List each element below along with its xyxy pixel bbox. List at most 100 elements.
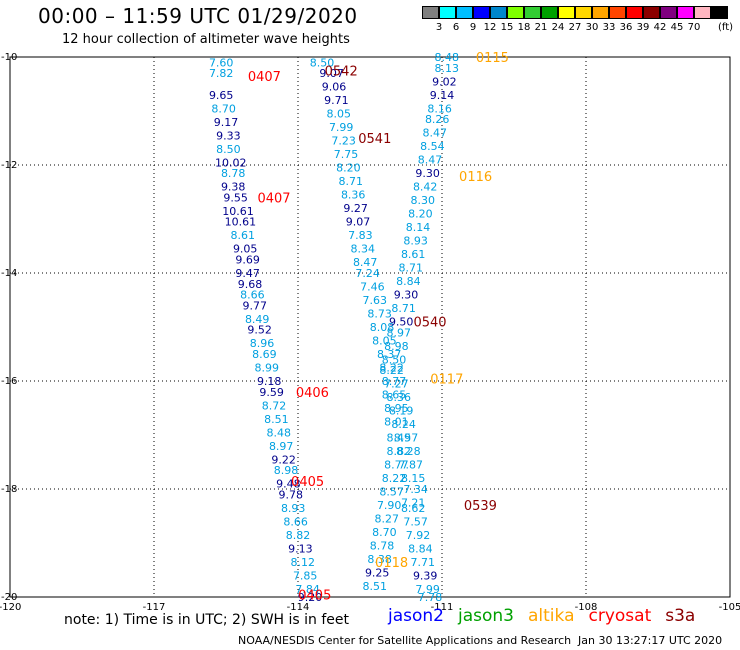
colorbar-swatch [626,6,643,19]
swh-value: 7.99 [415,583,440,596]
swh-value: 8.70 [211,102,236,115]
pass-time-label: 0117 [430,372,463,387]
swh-value: 8.77 [384,459,409,472]
swh-value: 9.78 [279,488,304,501]
swh-value: 8.47 [418,154,443,167]
swh-value: 8.27 [375,513,400,526]
swh-value: 9.18 [257,375,282,388]
swh-value: 8.05 [327,108,352,121]
colorbar-swatch [694,6,711,19]
swh-value: 7.85 [293,569,318,582]
chart-title: 00:00 – 11:59 UTC 01/29/2020 [38,4,358,28]
swh-value: 10.02 [215,156,247,169]
chart-subtitle: 12 hour collection of altimeter wave hei… [62,32,350,47]
legend-cryosat: cryosat [588,606,652,626]
swh-value: 8.77 [382,375,407,388]
pass-labels: 0407 0542 0541 0407 0117 0540 0406 0405 0539 0118… [248,51,509,603]
pass-time-label: 0405 [291,475,324,490]
colorbar-swatch [507,6,524,19]
swh-value: 8.62 [401,502,426,515]
colorbar-label: 33 [602,22,616,33]
swh-value: 8.96 [250,337,275,350]
colorbar-label: 24 [551,22,565,33]
colorbar-label: 9 [469,22,477,33]
swh-value: 8.36 [341,189,366,202]
swh-value: 7.82 [209,67,234,80]
legend-jason2: jason2 [388,606,444,626]
pass-time-label: 0406 [296,386,329,401]
swh-value: 8.97 [387,326,412,339]
colorbar-swatch [643,6,660,19]
swh-value: 8.34 [351,243,376,256]
swh-value: 8.26 [425,113,450,126]
swh-value: 8.95 [384,402,409,415]
swh-value: 9.17 [214,116,239,129]
swh-value: 9.30 [415,167,440,180]
axes: -120 -117 -114 -111 -108 -105 -10 -12 -14 -16 -18 -… [0,52,740,613]
swh-value: 7.27 [384,378,409,391]
colorbar-label: 42 [653,22,667,33]
swh-value: 9.55 [223,191,248,204]
swh-value: 9.13 [288,542,313,555]
swh-value: 8.78 [370,540,395,553]
swh-value: 9.71 [324,94,349,107]
swh-value: 8.71 [339,175,364,188]
y-tick-label: -20 [1,592,17,603]
swh-value: 8.82 [387,445,412,458]
swh-value: 8.24 [391,418,416,431]
swh-value: 9.06 [322,81,347,94]
swh-value: 8.93 [403,235,428,248]
y-tick-label: -16 [1,376,17,387]
swh-value: 9.77 [243,299,268,312]
swh-value: 7.34 [403,483,428,496]
swh-value: 8.57 [379,486,404,499]
colorbar-label: 18 [517,22,531,33]
swh-value: 8.66 [283,515,308,528]
swh-value: 9.30 [394,289,419,302]
colorbar-swatch [711,6,728,19]
credit-text: NOAA/NESDIS Center for Satellite Applica… [238,634,572,647]
swh-value: 7.84 [295,583,320,596]
swh-value: 9.48 [276,478,301,491]
x-tick-label: -120 [0,602,21,613]
swh-value: 8.22 [379,362,404,375]
swh-value: 8.28 [396,445,421,458]
swh-value: 10.61 [225,216,257,229]
swh-value: 8.05 [372,335,397,348]
legend-jason3: jason3 [458,606,514,626]
swh-value: 7.83 [348,229,373,242]
colorbar-swatch [592,6,609,19]
swh-value: 8.93 [281,502,306,515]
pass-time-label: 0539 [464,499,497,514]
swh-value: 7.60 [209,56,234,69]
swh-value: 9.52 [247,324,272,337]
swh-value: 7.87 [399,459,424,472]
swh-value: 9.33 [216,129,241,142]
swh-value: 8.97 [269,440,294,453]
colorbar-swatch [456,6,473,19]
swh-value: 7.21 [401,497,426,510]
colorbar-label: 36 [619,22,633,33]
colorbar-swatch [677,6,694,19]
swh-value: 8.15 [401,472,426,485]
swh-value: 8.42 [413,181,438,194]
swh-value: 8.47 [423,127,448,140]
colorbar-swatch [422,6,439,19]
swh-value: 9.14 [430,89,455,102]
swh-value: 8.49 [245,313,270,326]
swh-value: 8.49 [387,432,412,445]
swh-value: 8.48 [267,426,292,439]
swh-value: 8.16 [427,102,452,115]
swh-value: 8.66 [240,289,265,302]
colorbar-swatch [558,6,575,19]
swh-value: 8.20 [408,208,433,221]
swh-value: 8.82 [286,529,311,542]
swh-value: 9.69 [235,254,260,267]
swh-value: 7.90 [377,499,402,512]
swh-value: 8.12 [291,556,316,569]
colorbar-label: 21 [534,22,548,33]
swh-value: 8.65 [382,389,407,402]
colorbar-swatch [524,6,541,19]
pass-time-label: 0405 [298,588,331,603]
swh-value: 8.72 [262,399,287,412]
